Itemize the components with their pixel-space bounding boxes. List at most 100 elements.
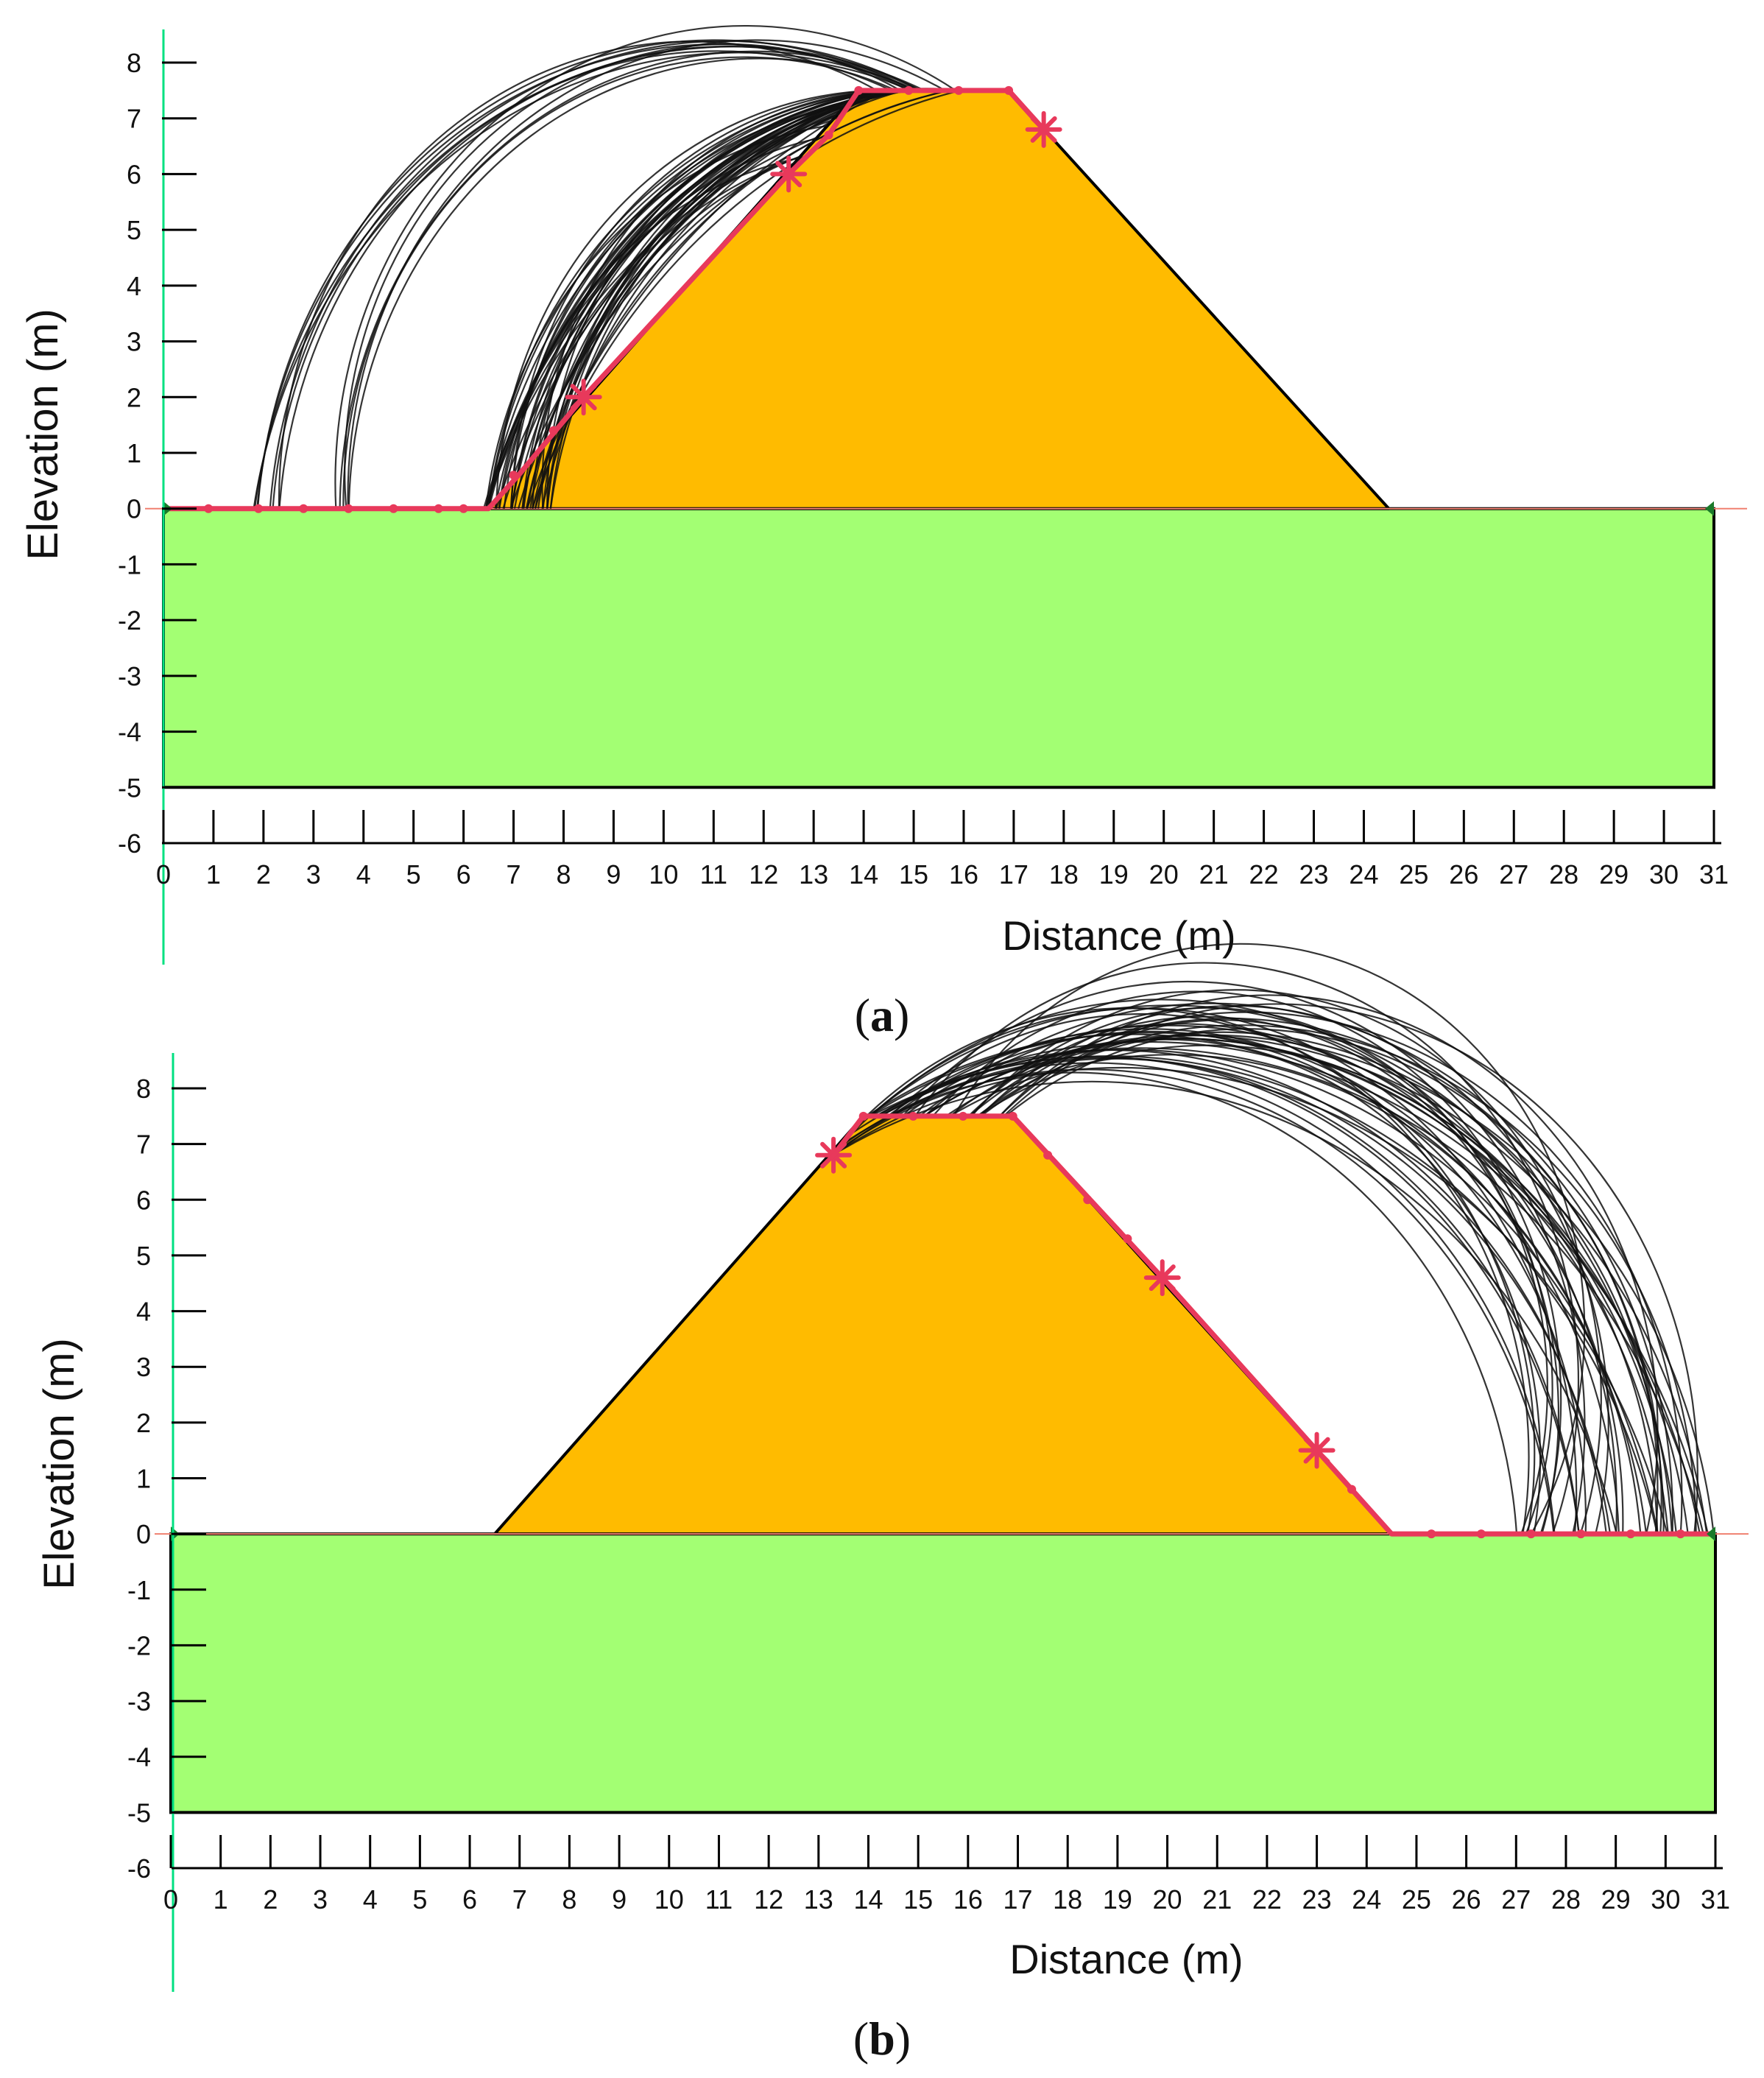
x-tick-label: 13 xyxy=(799,859,828,890)
slip-zone-point xyxy=(459,504,468,513)
slip-zone-point xyxy=(299,504,308,513)
y-tick-label: -1 xyxy=(127,1575,151,1605)
y-tick-label: 3 xyxy=(127,327,141,357)
slip-zone-point xyxy=(204,504,214,513)
x-tick-label: 10 xyxy=(649,859,678,890)
slip-zone-marker xyxy=(815,1136,853,1174)
x-tick-label: 19 xyxy=(1099,859,1129,890)
x-tick-label: 14 xyxy=(849,859,878,890)
x-tick-label: 10 xyxy=(655,1884,684,1915)
x-axis-label: Distance (m) xyxy=(1002,912,1235,959)
y-tick-label: 1 xyxy=(127,438,141,468)
x-tick-label: 3 xyxy=(306,859,321,890)
slope-outline xyxy=(163,85,1714,516)
slip-surface xyxy=(914,962,1580,1535)
x-tick-label: 26 xyxy=(1449,859,1478,890)
slip-surface xyxy=(886,1028,1620,1535)
slip-surface xyxy=(532,89,903,509)
caption-b: (b) xyxy=(853,2012,911,2065)
slip-surface xyxy=(923,1035,1708,1535)
y-tick-label: 7 xyxy=(136,1130,151,1160)
x-tick-label: 28 xyxy=(1551,1884,1581,1915)
y-tick-label: -4 xyxy=(118,717,141,747)
y-axis: 8 7 6 5 4 3 2 1 0 -1 -2 -3 -4 -5 -6 xyxy=(127,1053,206,1992)
slip-surface xyxy=(253,46,925,509)
boundary-point-marker xyxy=(1705,501,1714,516)
x-tick-label: 16 xyxy=(953,1884,983,1915)
foundation-region xyxy=(169,1532,1717,1814)
x-tick-label: 16 xyxy=(949,859,978,890)
slip-surface xyxy=(903,1030,1587,1535)
slip-zone-point xyxy=(548,426,558,435)
slip-zone-point xyxy=(434,504,443,513)
slip-zone-point xyxy=(254,504,264,513)
caption-letter-b: b xyxy=(869,2012,895,2065)
y-tick-label: -6 xyxy=(127,1853,151,1884)
caption-a: (a) xyxy=(855,989,910,1041)
slip-zone-point xyxy=(858,1111,868,1121)
y-tick-label: 0 xyxy=(127,494,141,524)
slip-surface xyxy=(979,1004,1609,1535)
foundation-region xyxy=(162,507,1715,789)
x-tick-label: 9 xyxy=(612,1884,627,1915)
x-tick-label: 30 xyxy=(1651,1884,1680,1915)
slip-zone-point xyxy=(954,85,964,95)
slip-surface xyxy=(342,56,897,509)
x-tick-label: 12 xyxy=(749,859,778,890)
slip-zone-point xyxy=(1476,1529,1486,1539)
x-tick-label: 5 xyxy=(406,859,421,890)
slip-zone-point xyxy=(854,85,864,95)
slip-surface xyxy=(902,980,1586,1535)
marker-stroke xyxy=(1149,1264,1176,1292)
slip-surface xyxy=(253,52,919,509)
slip-zone-marker xyxy=(770,155,808,193)
y-tick-label: -5 xyxy=(118,772,141,803)
slip-surface xyxy=(278,46,914,509)
slip-zone-point xyxy=(1347,1484,1356,1494)
x-tick-label: 2 xyxy=(256,859,271,890)
x-tick-label: 7 xyxy=(507,859,521,890)
x-tick-label: 15 xyxy=(899,859,928,890)
marker-stroke xyxy=(1303,1437,1330,1464)
x-tick-label: 31 xyxy=(1699,859,1729,890)
boundary-point-marker xyxy=(1707,1526,1715,1542)
slip-surface xyxy=(502,89,885,510)
y-tick-label: 8 xyxy=(136,1074,151,1104)
material-regions xyxy=(145,88,1747,789)
y-tick-label: 2 xyxy=(127,382,141,412)
slip-surface xyxy=(834,1066,1668,1535)
x-tick-label: 21 xyxy=(1202,1884,1232,1915)
y-axis-label: Elevation (m) xyxy=(35,1338,83,1590)
slip-zone-point xyxy=(1427,1529,1436,1539)
slip-surface xyxy=(257,39,914,509)
y-tick-label: -6 xyxy=(118,828,141,859)
slip-surface xyxy=(860,1007,1530,1535)
x-tick-label: 11 xyxy=(705,1884,733,1915)
x-tick-label: 8 xyxy=(556,859,571,890)
x-tick-label: 4 xyxy=(356,859,371,890)
slip-zone-marker xyxy=(1025,110,1062,148)
x-tick-label: 6 xyxy=(462,1884,477,1915)
x-tick-label: 29 xyxy=(1601,1884,1631,1915)
x-tick-label: 22 xyxy=(1249,859,1279,890)
slip-surfaces xyxy=(253,24,966,510)
x-tick-label: 13 xyxy=(804,1884,833,1915)
slip-surface xyxy=(339,50,921,509)
y-tick-label: 5 xyxy=(136,1241,151,1271)
x-tick-label: 25 xyxy=(1402,1884,1431,1915)
slip-zone-point xyxy=(344,504,353,513)
slip-zone-point xyxy=(1526,1529,1536,1539)
x-tick-label: 18 xyxy=(1049,859,1079,890)
x-tick-label: 7 xyxy=(512,1884,527,1915)
slip-surface xyxy=(347,39,946,509)
y-tick-label: -1 xyxy=(118,549,141,580)
x-tick-label: 22 xyxy=(1252,1884,1282,1915)
slip-surface xyxy=(842,1071,1518,1535)
x-tick-label: 3 xyxy=(313,1884,328,1915)
slip-surface xyxy=(494,89,878,509)
slip-surface xyxy=(482,113,838,510)
